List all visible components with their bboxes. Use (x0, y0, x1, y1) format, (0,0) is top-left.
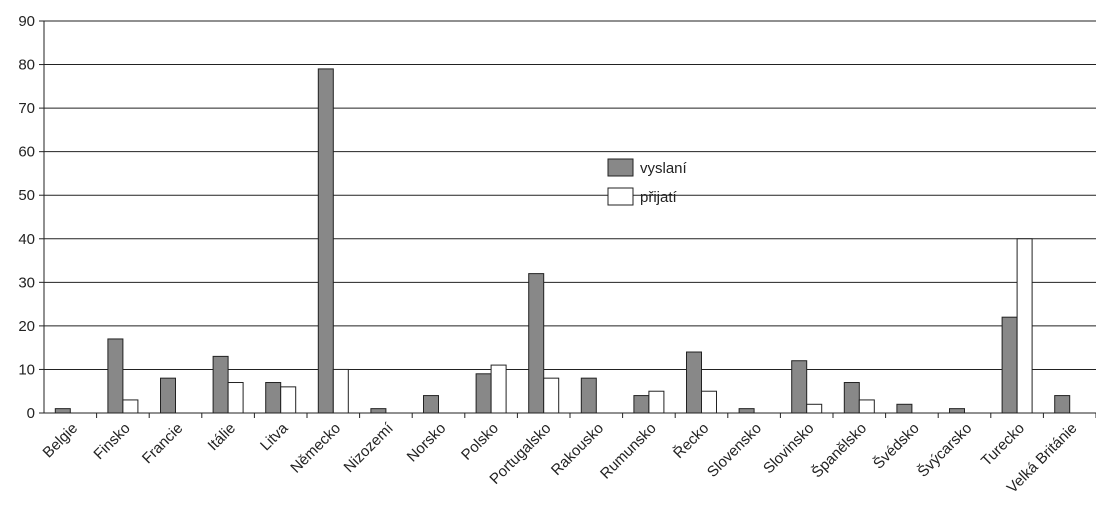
y-axis: 0 10 20 30 40 50 60 70 80 90 (18, 13, 45, 422)
y-tick-label: 90 (18, 13, 35, 30)
bars (54, 68, 1071, 414)
bar-vyslani (528, 273, 545, 414)
x-tick-label: Španělsko (809, 420, 871, 482)
x-tick-label: Finsko (90, 420, 133, 463)
bar-vyslani (896, 403, 913, 414)
legend: vyslaní přijatí (607, 158, 688, 206)
x-tick-label: Švédsko (870, 420, 923, 473)
y-tick-label: 40 (18, 231, 35, 248)
bar-prijati (806, 403, 823, 414)
x-tick-label: Řecko (670, 420, 712, 462)
bar-vyslani (423, 395, 439, 414)
bar-vyslani (686, 351, 702, 414)
bar-prijati (332, 368, 349, 414)
x-axis: Belgie Finsko Francie Itálie LitvaNěmeckoNiz… (40, 412, 1096, 497)
x-tick-label: Německo (287, 420, 344, 477)
bar-prijati (543, 377, 560, 414)
y-tick-label: 60 (18, 144, 35, 161)
bar-prijati (227, 382, 244, 414)
y-tick-label: 70 (18, 100, 35, 117)
bar-prijati (280, 386, 297, 414)
bar-prijati (858, 399, 875, 414)
bar-prijati (701, 390, 717, 414)
x-tick-label: Itálie (205, 420, 239, 454)
x-tick-label: Slovensko (704, 420, 765, 481)
bar-vyslani (1001, 316, 1018, 414)
bar-vyslani (475, 373, 492, 414)
bar-vyslani (843, 382, 860, 414)
bar-prijati (648, 390, 665, 414)
x-tick-label: Litva (257, 419, 292, 454)
bar-vyslani (738, 408, 755, 414)
legend-label-vyslani: vyslaní (640, 160, 688, 177)
y-tick-label: 0 (27, 405, 35, 422)
bar-vyslani (949, 408, 965, 414)
bar-prijati (122, 399, 139, 414)
bar-vyslani (1054, 395, 1071, 414)
legend-swatch-vyslani (607, 158, 634, 177)
bar-vyslani (212, 355, 229, 414)
x-tick-label: Nizozemí (341, 419, 398, 476)
x-tick-label: Švýcarsko (914, 420, 975, 481)
bar-vyslani (370, 408, 387, 414)
bar-vyslani (160, 377, 176, 414)
y-tick-label: 20 (18, 318, 35, 335)
x-tick-label: Rumunsko (597, 420, 660, 483)
bar-vyslani (265, 382, 282, 414)
x-tick-label: Francie (139, 420, 186, 467)
x-tick-label: Belgie (40, 420, 82, 462)
bar-prijati (1016, 238, 1033, 414)
bar-vyslani (633, 395, 650, 414)
y-tick-label: 10 (18, 361, 35, 378)
bar-vyslani (317, 68, 334, 414)
bar-vyslani (54, 408, 71, 414)
y-tick-label: 30 (18, 274, 35, 291)
legend-label-prijati: přijatí (640, 189, 678, 206)
bar-vyslani (580, 377, 597, 414)
bar-prijati (490, 364, 507, 414)
x-tick-label: Polsko (458, 420, 502, 464)
legend-swatch-prijati (607, 187, 634, 206)
y-tick-label: 80 (18, 57, 35, 74)
x-tick-label: Turecko (978, 420, 1028, 470)
bar-vyslani (791, 360, 808, 414)
y-tick-label: 50 (18, 187, 35, 204)
x-tick-label: Norsko (404, 420, 450, 466)
gridlines (44, 20, 1096, 370)
bar-vyslani (107, 338, 124, 414)
